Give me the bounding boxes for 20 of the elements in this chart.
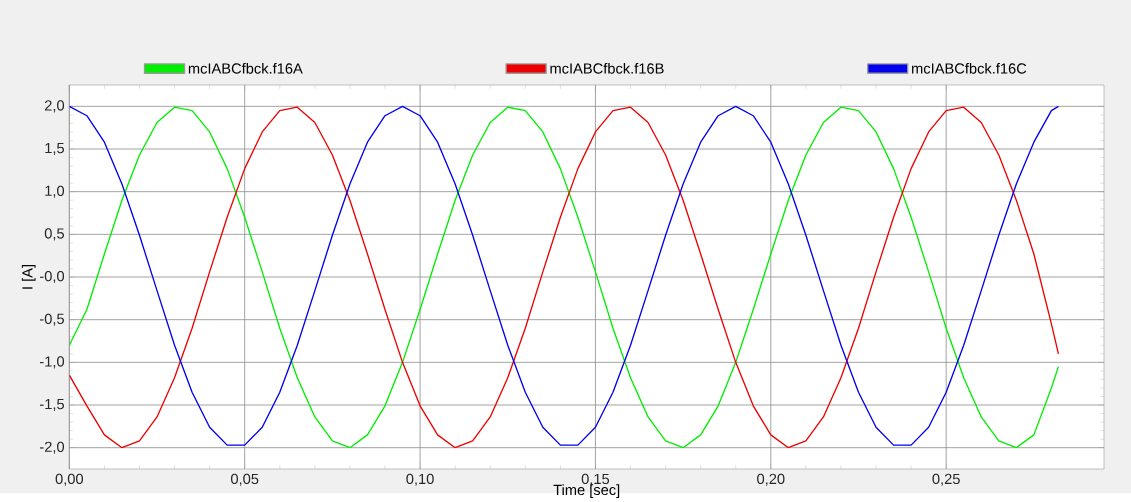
y-tick-label: -2,0 [40,441,65,454]
y-tick-label: 0,5 [44,228,64,241]
x-tick-label: 0,20 [757,473,785,486]
legend-label: mcIABCfbck.f16B [550,62,664,74]
y-tick-label: 1,5 [45,142,64,155]
y-tick-label: -0,5 [40,313,64,326]
x-tick-label: 0,15 [581,473,610,486]
legend-label: mcIABCfbck.f16C [912,62,1027,74]
x-tick-label: 0,00 [55,473,84,486]
x-tick-label: 0,10 [406,473,434,486]
y-tick-label: 1,0 [45,185,65,198]
y-tick-label: -0,0 [40,270,65,283]
x-axis-title: Time [sec] [553,484,620,498]
y-tick-label: -1,0 [40,356,65,369]
x-tick-label: 0,05 [230,473,259,486]
y-tick-label: 2,0 [44,100,65,113]
x-tick-label: 0,25 [932,473,960,486]
y-axis-title: I [A] [21,264,36,289]
legend-label: mcIABCfbck.f16A [188,62,303,74]
y-tick-label: -1,5 [40,398,64,411]
